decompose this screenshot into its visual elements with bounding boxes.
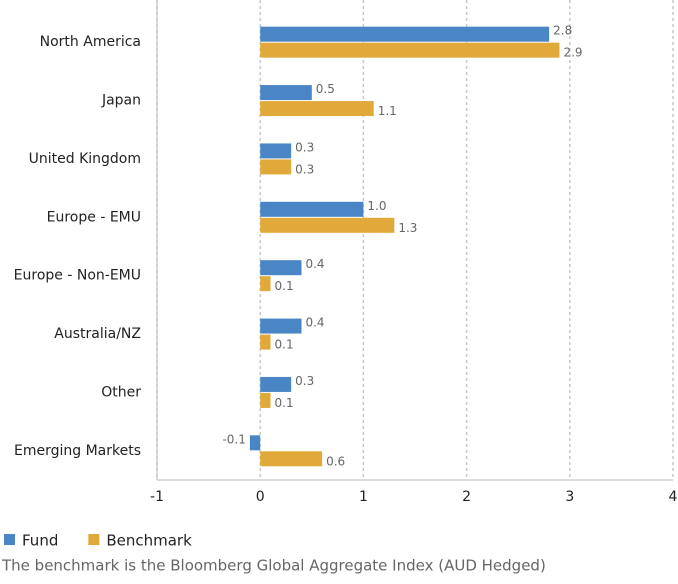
bar bbox=[260, 451, 323, 467]
x-tick-label: 2 bbox=[462, 489, 471, 505]
value-label: 0.5 bbox=[316, 82, 335, 96]
value-label: 0.4 bbox=[305, 257, 324, 271]
category-label: Emerging Markets bbox=[14, 443, 141, 459]
category-label: Other bbox=[101, 384, 141, 400]
value-label: 1.1 bbox=[378, 104, 397, 118]
bar bbox=[260, 276, 271, 292]
x-tick-label: 3 bbox=[565, 489, 574, 505]
bar bbox=[260, 392, 271, 408]
bar bbox=[260, 101, 374, 117]
value-label: 0.1 bbox=[275, 279, 294, 293]
legend-swatch bbox=[88, 534, 100, 545]
x-tick-label: 1 bbox=[359, 489, 368, 505]
bar bbox=[260, 143, 292, 159]
value-label: 2.9 bbox=[563, 46, 582, 60]
value-label: 1.3 bbox=[398, 221, 417, 235]
value-label: -0.1 bbox=[222, 432, 245, 446]
chart-note: The benchmark is the Bloomberg Global Ag… bbox=[1, 557, 546, 575]
bar bbox=[260, 217, 395, 233]
x-tick-label: 0 bbox=[256, 489, 265, 505]
bar bbox=[260, 260, 302, 276]
category-label: Japan bbox=[101, 93, 141, 109]
bar bbox=[260, 334, 271, 350]
category-label: Australia/NZ bbox=[54, 326, 141, 342]
value-label: 0.3 bbox=[295, 374, 314, 388]
value-label: 2.8 bbox=[553, 24, 572, 38]
value-label: 0.3 bbox=[295, 162, 314, 176]
value-label: 0.1 bbox=[275, 338, 294, 352]
value-label: 0.3 bbox=[295, 140, 314, 154]
value-label: 0.1 bbox=[275, 396, 294, 410]
legend-label: Benchmark bbox=[106, 532, 192, 550]
value-label: 1.0 bbox=[367, 199, 386, 213]
legend-label: Fund bbox=[22, 532, 58, 550]
category-label: Europe - EMU bbox=[47, 209, 141, 225]
x-tick-label: -1 bbox=[150, 489, 164, 505]
bar bbox=[260, 201, 364, 217]
category-label: United Kingdom bbox=[29, 151, 141, 167]
bar bbox=[260, 26, 550, 42]
legend-swatch bbox=[4, 534, 15, 545]
bar bbox=[260, 318, 302, 334]
bar bbox=[260, 376, 292, 392]
x-tick-label: 4 bbox=[669, 489, 678, 505]
category-label: North America bbox=[40, 34, 141, 50]
bar bbox=[249, 435, 261, 451]
bar bbox=[260, 159, 292, 175]
value-label: 0.6 bbox=[326, 454, 345, 468]
value-label: 0.4 bbox=[305, 316, 324, 330]
bar bbox=[260, 42, 560, 58]
category-label: Europe - Non-EMU bbox=[14, 268, 141, 284]
bar bbox=[260, 85, 312, 101]
